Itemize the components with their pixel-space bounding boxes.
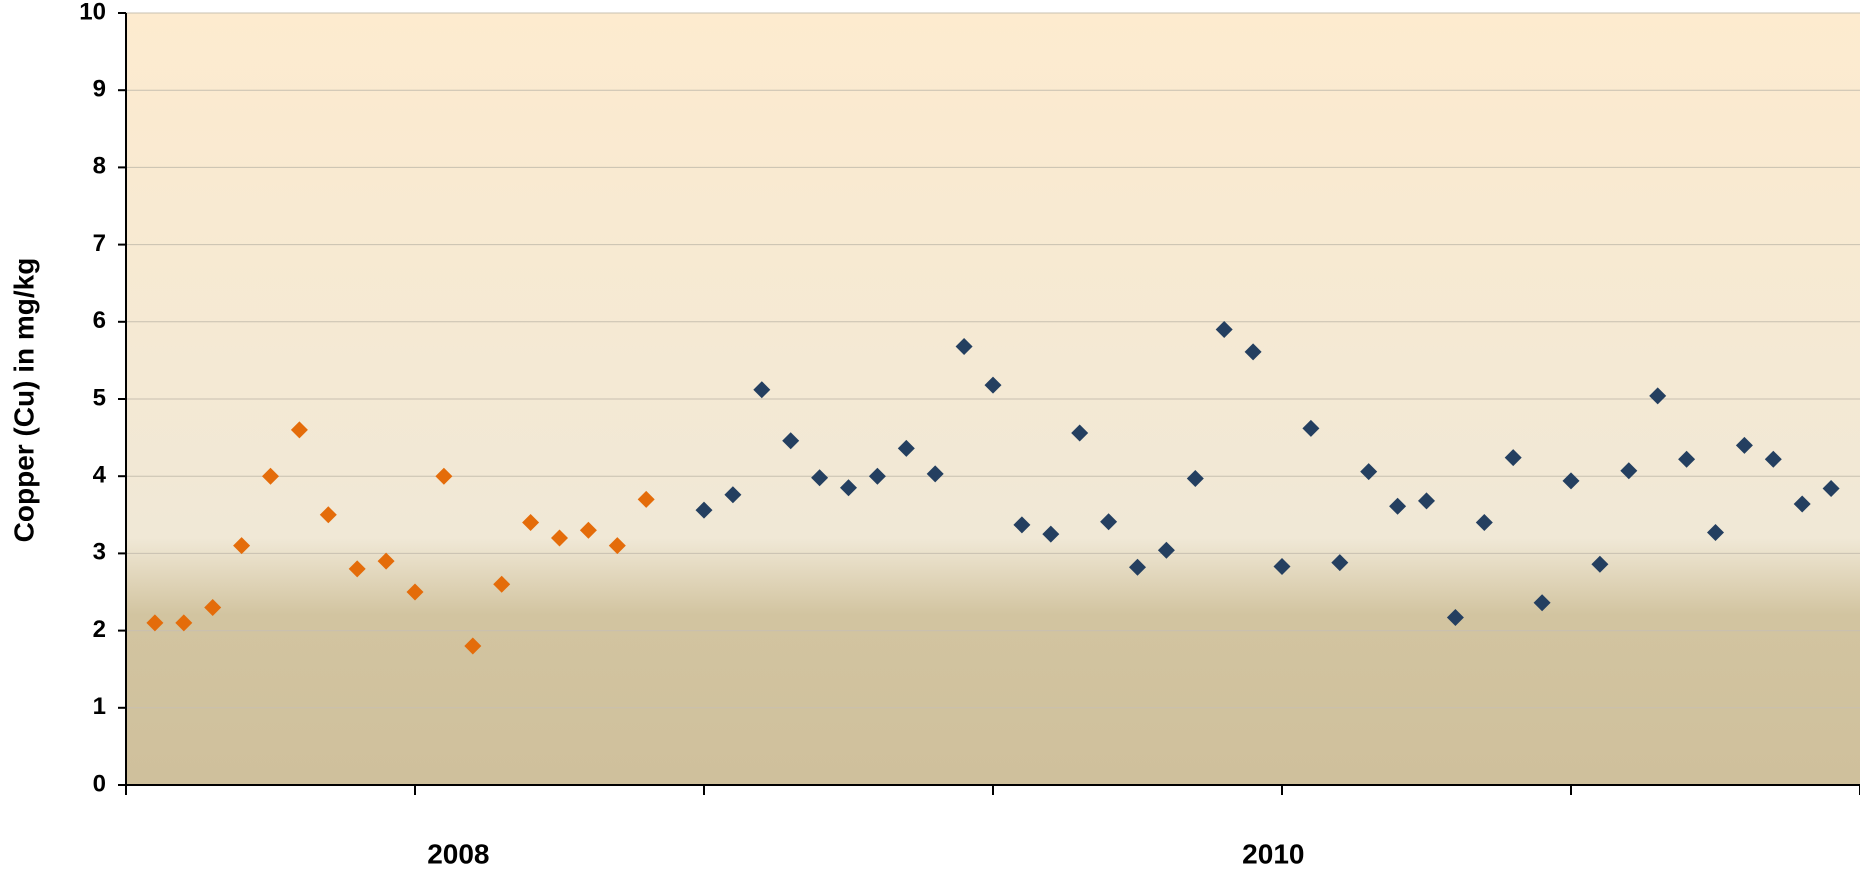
data-point <box>1446 608 1464 626</box>
data-point <box>377 552 395 570</box>
data-point <box>146 614 164 632</box>
data-point <box>840 479 857 497</box>
data-point <box>1360 463 1378 481</box>
data-point <box>1475 514 1493 532</box>
y-tick-label: 1 <box>93 693 106 720</box>
y-tick-label: 3 <box>93 539 106 566</box>
data-point <box>1620 462 1638 480</box>
data-point <box>1129 558 1146 576</box>
data-point <box>464 637 482 655</box>
data-point <box>262 467 279 485</box>
data-point <box>290 421 308 439</box>
y-tick-label: 0 <box>93 770 106 797</box>
data-point <box>1562 472 1580 490</box>
data-point <box>1822 480 1840 498</box>
data-point <box>551 529 568 547</box>
data-point <box>811 469 829 487</box>
data-point <box>1042 525 1060 543</box>
data-point <box>753 381 771 399</box>
data-point <box>1013 516 1031 534</box>
data-point <box>1389 497 1407 515</box>
data-point <box>608 537 626 555</box>
data-point <box>637 490 655 508</box>
data-point <box>984 376 1002 394</box>
data-point <box>348 560 366 578</box>
data-point <box>493 575 511 593</box>
data-point <box>204 598 222 616</box>
data-point <box>1678 450 1696 468</box>
data-point <box>1100 513 1118 531</box>
data-point <box>522 514 540 532</box>
y-tick-label: 6 <box>93 307 106 334</box>
data-point <box>955 338 973 356</box>
data-point <box>1764 450 1782 468</box>
data-point <box>1186 470 1204 488</box>
data-point <box>695 501 713 519</box>
x-tick-label: 2010 <box>1242 838 1304 869</box>
data-point <box>724 486 742 504</box>
data-point <box>1591 555 1609 573</box>
data-point <box>926 465 944 483</box>
data-point <box>319 506 337 524</box>
data-point <box>1071 424 1089 442</box>
y-axis-label: Copper (Cu) in mg/kg <box>8 258 39 543</box>
data-point <box>1793 495 1811 513</box>
y-tick-label: 2 <box>93 616 106 643</box>
data-point <box>897 439 915 457</box>
y-tick-label: 7 <box>93 230 106 257</box>
data-point <box>1735 436 1753 454</box>
data-point <box>1707 524 1724 542</box>
data-point <box>1331 554 1349 572</box>
data-point <box>406 583 424 601</box>
y-tick-label: 9 <box>93 76 106 103</box>
y-tick-label: 8 <box>93 153 106 180</box>
data-point <box>1418 492 1435 510</box>
x-tick-label: 2008 <box>427 838 489 869</box>
data-point <box>1504 449 1522 467</box>
data-point <box>868 467 886 485</box>
data-point <box>1533 594 1551 612</box>
data-point <box>1302 419 1320 437</box>
data-point <box>175 614 193 632</box>
data-point <box>579 521 597 539</box>
data-point <box>1157 541 1175 559</box>
y-tick-label: 10 <box>79 0 106 25</box>
data-point <box>1215 321 1233 339</box>
data-point <box>233 537 251 555</box>
data-point <box>435 467 453 485</box>
data-point <box>1273 558 1291 576</box>
y-tick-label: 5 <box>93 384 106 411</box>
data-point <box>782 432 800 450</box>
y-tick-label: 4 <box>93 462 107 489</box>
data-point <box>1649 387 1667 405</box>
data-point <box>1244 343 1262 361</box>
